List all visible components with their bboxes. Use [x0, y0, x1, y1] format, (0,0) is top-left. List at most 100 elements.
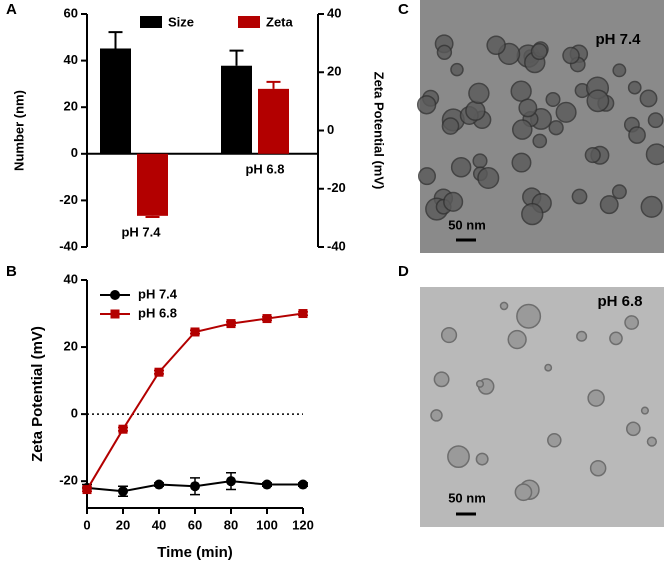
x-axis-label: Time (min) [157, 544, 233, 561]
marker [226, 319, 236, 329]
particle [518, 98, 538, 118]
particle [436, 44, 453, 60]
legend-label: Size [168, 14, 194, 29]
particle [486, 35, 506, 56]
particle [532, 133, 548, 149]
particle [587, 389, 605, 407]
particle [589, 459, 607, 477]
particle [645, 143, 664, 166]
y-axis-label: Number (nm) [11, 90, 26, 171]
particle [472, 153, 488, 169]
y2-tick-label: 20 [327, 64, 341, 79]
panel-label: D [398, 263, 409, 280]
particle [447, 445, 470, 469]
marker [190, 481, 200, 492]
particle [475, 452, 489, 466]
marker [82, 485, 92, 495]
marker [154, 479, 164, 490]
micrograph-background [420, 287, 664, 527]
scale-bar-label: 50 nm [448, 490, 486, 505]
y2-tick-label: 0 [327, 122, 334, 137]
particle [441, 117, 460, 135]
y2-axis-label: Zeta Potential (mV) [372, 72, 387, 190]
marker [226, 476, 236, 487]
particle [609, 331, 623, 346]
particle [611, 184, 627, 200]
marker [118, 486, 128, 497]
y-tick-label: 60 [64, 5, 78, 20]
particle [544, 363, 553, 372]
particle [475, 379, 485, 388]
particle [547, 432, 562, 448]
particle [624, 315, 640, 330]
y-tick-label: 20 [64, 338, 78, 353]
x-tick-label: 20 [116, 517, 130, 532]
x-tick-label: 80 [224, 517, 238, 532]
particle [507, 329, 527, 350]
particle [416, 95, 437, 115]
marker [154, 367, 164, 377]
micrograph: pH 7.4 50 nm [416, 0, 664, 253]
category-label: pH 6.8 [245, 161, 284, 176]
particle [440, 326, 458, 344]
legend-marker [110, 309, 120, 319]
particle [640, 406, 649, 415]
y-tick-label: -20 [59, 473, 78, 488]
legend-label: pH 7.4 [138, 286, 178, 301]
marker [298, 479, 308, 490]
particle [647, 112, 664, 129]
particle [514, 483, 533, 502]
y-tick-label: -40 [59, 238, 78, 253]
legend-swatch [140, 16, 162, 28]
particle [640, 195, 663, 218]
particle [626, 421, 641, 437]
y2-tick-label: 40 [327, 5, 341, 20]
particle [468, 82, 490, 104]
particle [627, 80, 642, 95]
particle [510, 80, 532, 102]
particle [639, 89, 658, 108]
category-label: pH 7.4 [121, 224, 161, 239]
error-bar [229, 49, 244, 66]
x-tick-label: 40 [152, 517, 166, 532]
y2-tick-label: -40 [327, 238, 346, 253]
particle [571, 188, 588, 205]
marker [190, 327, 200, 337]
line [86, 312, 304, 491]
legend-label: Zeta [266, 14, 294, 29]
particle [555, 101, 577, 123]
particle [465, 100, 486, 122]
x-tick-label: 60 [188, 517, 202, 532]
x-tick-label: 120 [292, 517, 314, 532]
micrograph-label: pH 7.4 [595, 31, 641, 48]
y-tick-label: 0 [71, 145, 78, 160]
particle [477, 166, 500, 190]
particle [433, 371, 450, 388]
micrograph-label: pH 6.8 [597, 293, 642, 310]
particle [612, 63, 627, 78]
particle [562, 46, 580, 65]
panel-label: B [6, 263, 17, 280]
particle [576, 330, 588, 342]
marker [262, 479, 272, 490]
bar [221, 65, 252, 154]
particle [511, 152, 532, 173]
bar [100, 48, 131, 154]
error-bar [108, 31, 123, 49]
particle [512, 119, 533, 140]
particle [586, 89, 610, 113]
particle [450, 157, 472, 178]
y2-tick-label: -20 [327, 180, 346, 195]
error-bar [266, 80, 281, 89]
y-tick-label: 40 [64, 271, 78, 286]
marker [262, 314, 272, 324]
particle [516, 303, 542, 329]
panel-label: C [398, 1, 409, 18]
y-tick-label: -20 [59, 192, 78, 207]
panel-label: A [6, 1, 17, 18]
particle [521, 202, 544, 226]
legend-label: pH 6.8 [138, 305, 177, 320]
particle [417, 167, 436, 186]
particle [499, 301, 509, 311]
particle [584, 146, 601, 164]
